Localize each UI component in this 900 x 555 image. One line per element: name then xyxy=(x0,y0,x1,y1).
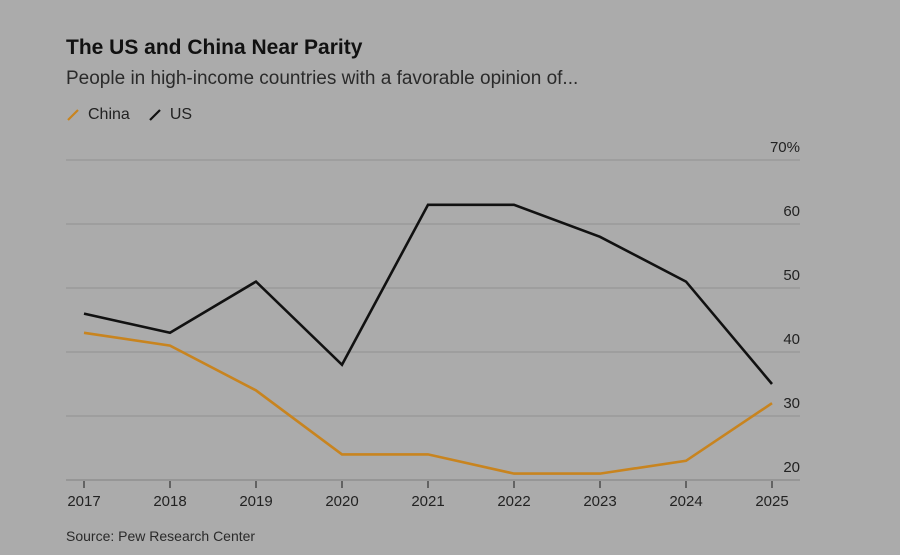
source-note: Source: Pew Research Center xyxy=(66,528,256,544)
x-axis: 2017 2018 2019 2020 2021 2022 2023 2024 2025 xyxy=(67,481,789,510)
x-tick-label: 2021 xyxy=(411,493,444,510)
legend: China US xyxy=(66,106,210,124)
x-tick-label: 2025 xyxy=(755,493,788,510)
legend-label-china: China xyxy=(88,106,130,123)
series-line-china xyxy=(83,331,773,475)
y-tick-label: 40 xyxy=(783,331,800,348)
x-tick-label: 2024 xyxy=(669,493,702,510)
legend-us-swatch xyxy=(149,109,161,121)
gridlines xyxy=(66,159,800,481)
series-line-us xyxy=(83,203,773,385)
x-tick-label: 2018 xyxy=(153,493,186,510)
y-tick-label: 60 xyxy=(783,203,800,220)
y-tick-label: 20 xyxy=(783,459,800,476)
chart-subtitle: People in high-income countries with a f… xyxy=(66,68,579,89)
x-tick-label: 2019 xyxy=(239,493,272,510)
y-tick-label: 30 xyxy=(783,395,800,412)
x-tick-label: 2023 xyxy=(583,493,616,510)
legend-item-china: China xyxy=(66,106,130,124)
legend-label-us: US xyxy=(169,106,193,123)
y-tick-label: 50 xyxy=(783,267,800,284)
x-tick-label: 2020 xyxy=(325,493,358,510)
slash-line-icon xyxy=(149,109,161,121)
slash-line-icon xyxy=(67,109,79,121)
legend-item-us: US xyxy=(148,106,192,124)
chart-title: The US and China Near Parity xyxy=(66,36,363,59)
series-lines xyxy=(83,203,773,475)
y-axis-ticks: 20 30 40 50 60 70% xyxy=(770,139,800,476)
x-tick-label: 2017 xyxy=(67,493,100,510)
y-tick-label: 70% xyxy=(770,139,800,156)
legend-china-swatch xyxy=(67,109,79,121)
x-tick-label: 2022 xyxy=(497,493,530,510)
